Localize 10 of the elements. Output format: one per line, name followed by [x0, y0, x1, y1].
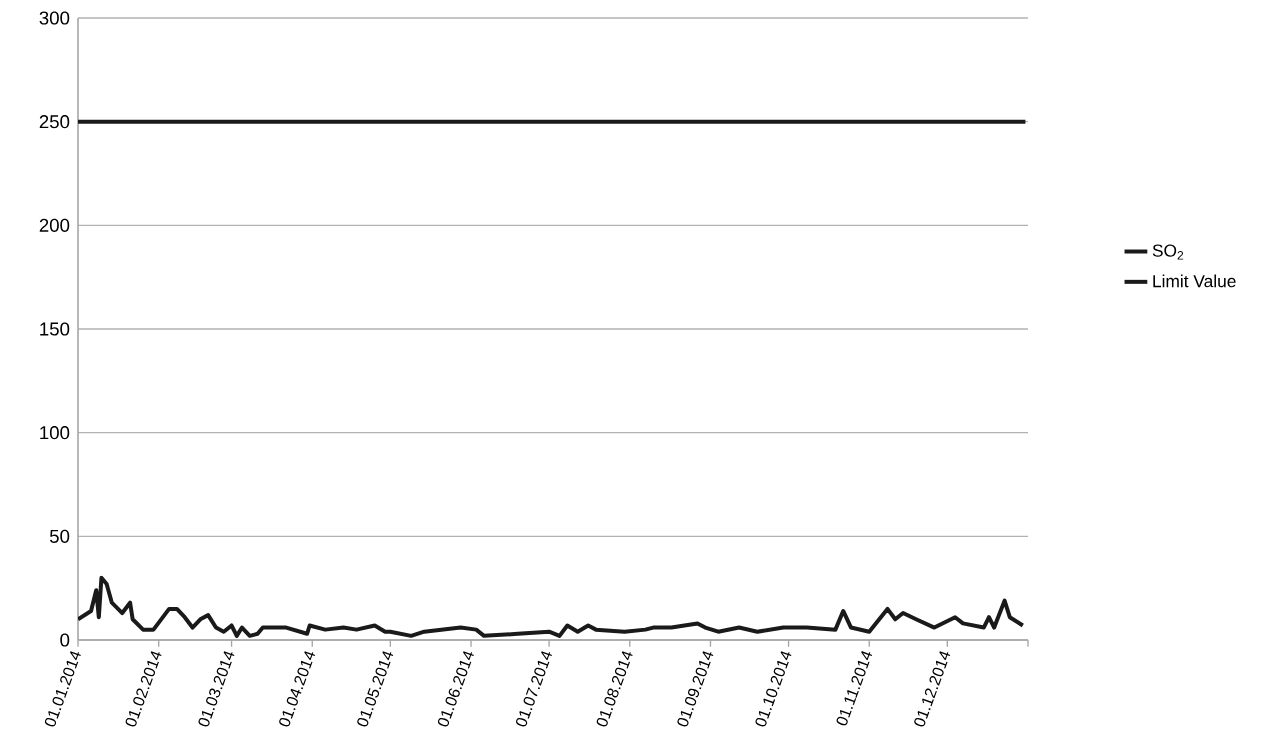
- legend-label: Limit Value: [1153, 274, 1236, 288]
- line-series: [78, 575, 1025, 638]
- y-tick-label: 250: [39, 115, 70, 129]
- legend-label: SO$_{2}$: [1152, 244, 1184, 260]
- y-tick-label: 100: [40, 426, 70, 440]
- y-tick-label: 150: [40, 322, 70, 336]
- y-tick-label: 0: [60, 633, 70, 647]
- y-tick-label: 200: [39, 218, 70, 232]
- y-tick-label: 50: [49, 529, 70, 543]
- y-tick-label: 300: [39, 11, 70, 25]
